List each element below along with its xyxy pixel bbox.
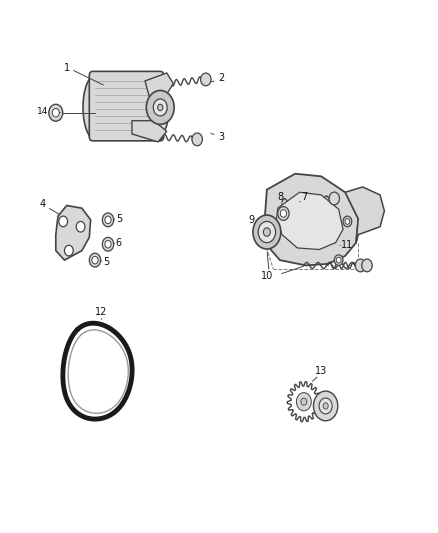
Polygon shape <box>132 120 167 142</box>
Circle shape <box>89 253 101 267</box>
Text: 5: 5 <box>103 257 109 267</box>
Circle shape <box>297 393 311 411</box>
Circle shape <box>253 215 281 249</box>
Circle shape <box>345 219 350 224</box>
Circle shape <box>105 240 111 248</box>
Circle shape <box>263 228 270 236</box>
Text: 13: 13 <box>315 366 327 376</box>
Circle shape <box>59 216 67 227</box>
Circle shape <box>146 91 174 124</box>
Text: 4: 4 <box>40 199 46 209</box>
Circle shape <box>76 221 85 232</box>
Circle shape <box>355 259 366 272</box>
Circle shape <box>105 216 111 224</box>
Ellipse shape <box>83 76 107 139</box>
Circle shape <box>158 104 163 111</box>
Text: 12: 12 <box>95 306 108 317</box>
Polygon shape <box>345 187 385 243</box>
Circle shape <box>92 256 98 264</box>
Circle shape <box>201 73 211 86</box>
Text: 11: 11 <box>341 240 353 251</box>
Circle shape <box>102 237 114 251</box>
Ellipse shape <box>152 81 169 134</box>
Text: 7: 7 <box>301 191 307 201</box>
Circle shape <box>336 257 341 263</box>
Text: 3: 3 <box>218 132 224 142</box>
Circle shape <box>323 403 328 409</box>
FancyBboxPatch shape <box>89 71 164 141</box>
Polygon shape <box>265 174 358 265</box>
Circle shape <box>329 192 339 205</box>
Text: 6: 6 <box>116 238 122 248</box>
Circle shape <box>314 391 338 421</box>
Circle shape <box>334 255 343 265</box>
Circle shape <box>301 398 307 405</box>
Circle shape <box>153 99 167 116</box>
Circle shape <box>102 213 114 227</box>
Text: 5: 5 <box>116 214 122 224</box>
Circle shape <box>278 207 289 220</box>
Polygon shape <box>56 206 91 260</box>
Circle shape <box>192 133 202 146</box>
Text: 8: 8 <box>278 191 284 201</box>
Text: 2: 2 <box>218 73 224 83</box>
Circle shape <box>258 221 276 243</box>
Circle shape <box>362 259 372 272</box>
Text: 10: 10 <box>261 271 273 281</box>
Polygon shape <box>145 73 173 97</box>
Polygon shape <box>276 192 343 249</box>
Circle shape <box>319 398 332 414</box>
Circle shape <box>64 245 73 256</box>
Text: 14: 14 <box>37 107 49 116</box>
Text: 9: 9 <box>249 215 255 225</box>
Circle shape <box>280 209 286 217</box>
Circle shape <box>52 109 59 117</box>
Text: 1: 1 <box>64 63 70 72</box>
Circle shape <box>49 104 63 121</box>
Circle shape <box>343 216 352 227</box>
